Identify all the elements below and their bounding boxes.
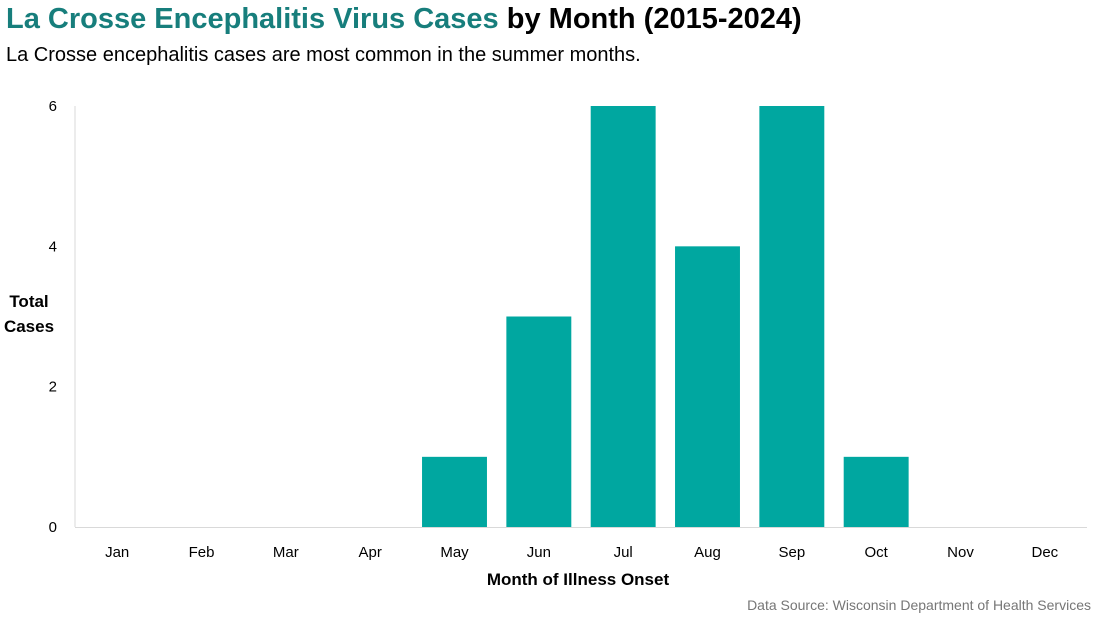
x-tick-label-feb: Feb	[189, 544, 215, 561]
y-axis-title: Total Cases	[0, 289, 58, 339]
x-tick-label-aug: Aug	[694, 544, 721, 561]
bar-jul	[590, 106, 656, 527]
bar-may	[422, 456, 487, 527]
x-tick-label-may: May	[440, 544, 469, 561]
bar-jun	[506, 316, 572, 527]
x-tick-label-jul: Jul	[614, 544, 633, 561]
y-axis-title-line-2: Cases	[3, 317, 55, 336]
chart-title-highlight: La Crosse Encephalitis Virus Cases	[6, 3, 499, 35]
x-axis-title: Month of Illness Onset	[487, 570, 670, 589]
y-tick-label: 6	[49, 98, 57, 115]
bar-oct	[843, 456, 909, 527]
bar-aug	[675, 246, 740, 528]
x-tick-label-oct: Oct	[864, 544, 888, 561]
y-tick-label: 4	[49, 238, 57, 255]
bar-sep	[759, 106, 825, 527]
x-tick-label-nov: Nov	[947, 544, 974, 561]
x-tick-label-jun: Jun	[527, 544, 551, 561]
y-axis-title-line-1: Total	[9, 292, 49, 311]
data-source-note: Data Source: Wisconsin Department of Hea…	[747, 597, 1091, 613]
chart-subtitle: La Crosse encephalitis cases are most co…	[6, 44, 641, 66]
x-tick-label-apr: Apr	[358, 544, 381, 561]
x-tick-label-sep: Sep	[778, 544, 805, 561]
x-tick-label-dec: Dec	[1031, 544, 1058, 561]
y-tick-label: 2	[49, 379, 57, 396]
x-tick-label-mar: Mar	[273, 544, 299, 561]
chart-title-rest: by Month (2015-2024)	[498, 3, 802, 35]
y-tick-label: 0	[49, 519, 57, 536]
chart-title: La Crosse Encephalitis Virus Cases by Mo…	[6, 3, 802, 36]
x-tick-label-jan: Jan	[105, 544, 129, 561]
